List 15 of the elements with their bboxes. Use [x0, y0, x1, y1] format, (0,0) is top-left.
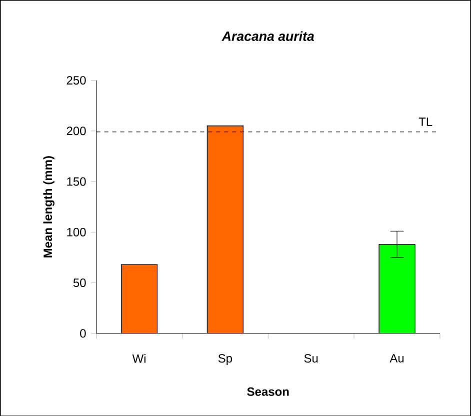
y-tick-label: 250 [66, 76, 86, 84]
y-tick-label: 100 [67, 228, 86, 236]
y-axis-title: Mean length (mm) [43, 156, 54, 258]
x-axis-title: Season [247, 387, 289, 396]
y-tick-label: 0 [80, 328, 86, 338]
y-tick-label: 200 [66, 126, 86, 135]
x-tick-label: Wi [132, 354, 146, 363]
y-tick-label: 50 [73, 278, 86, 287]
ref-line-label: TL [418, 117, 432, 126]
x-tick-label: Su [304, 354, 318, 362]
chart-title: Aracana aurita [222, 31, 314, 41]
y-tick-label: 150 [67, 177, 86, 186]
x-tick-label: Sp [218, 354, 232, 365]
x-tick-label: Au [390, 354, 404, 362]
bar [120, 264, 158, 334]
